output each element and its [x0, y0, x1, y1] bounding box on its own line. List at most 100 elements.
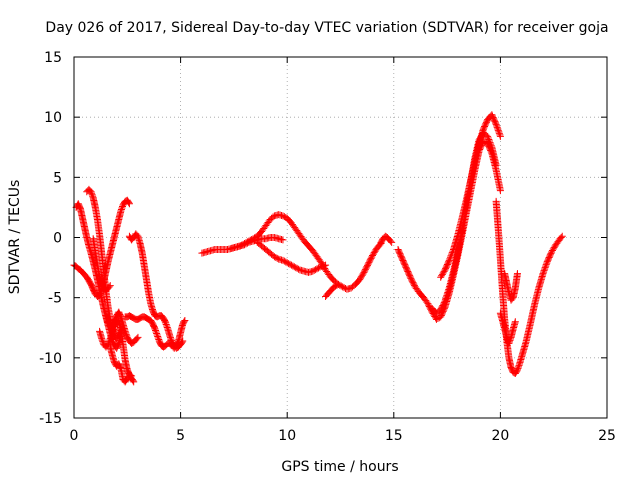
series-arc-d: [102, 308, 142, 347]
data-point: [105, 339, 113, 347]
data-point: [514, 364, 522, 372]
y-tick-label: 15: [44, 50, 62, 66]
data-point: [449, 247, 457, 255]
plot-frame: [73, 56, 608, 419]
data-point: [107, 333, 115, 341]
data-point: [279, 212, 287, 220]
data-point: [105, 338, 113, 346]
data-point: [410, 281, 418, 289]
data-point: [495, 129, 503, 137]
data-point: [106, 336, 114, 344]
data-point: [358, 271, 366, 279]
data-point: [513, 270, 521, 278]
data-point: [279, 256, 287, 264]
data-point: [337, 282, 345, 290]
data-point: [505, 339, 513, 347]
data-point: [122, 329, 130, 337]
data-point: [485, 136, 493, 144]
series-arc-l: [253, 238, 330, 276]
data-point: [548, 248, 556, 256]
y-tick-label: 10: [44, 110, 62, 126]
data-point: [309, 267, 317, 275]
data-point: [542, 261, 550, 269]
data-points: [70, 111, 566, 386]
data-point: [515, 363, 523, 371]
data-point: [98, 335, 106, 343]
data-point: [557, 234, 565, 241]
data-point: [166, 332, 174, 340]
data-point: [162, 320, 170, 328]
data-point: [89, 192, 97, 200]
data-point: [445, 256, 453, 264]
data-point: [492, 161, 500, 169]
data-point: [330, 283, 338, 291]
data-point: [368, 253, 376, 261]
data-point: [484, 132, 492, 140]
y-tick-label: 0: [53, 231, 62, 247]
y-tick-label: -15: [39, 411, 62, 427]
data-point: [356, 276, 364, 284]
data-point: [541, 265, 549, 273]
series-arc-i: [89, 235, 114, 294]
data-point: [167, 335, 175, 343]
data-point: [357, 273, 365, 281]
data-point: [283, 259, 291, 267]
data-point: [88, 189, 96, 197]
data-point: [162, 319, 170, 327]
data-point: [515, 361, 523, 369]
data-point: [494, 126, 502, 134]
x-tick-label: 0: [70, 428, 79, 444]
data-point: [109, 326, 117, 334]
data-point: [117, 207, 125, 215]
data-point: [549, 245, 557, 253]
data-point: [340, 284, 348, 292]
data-point: [88, 191, 96, 199]
data-point: [540, 267, 548, 275]
data-point: [273, 254, 281, 262]
data-point: [496, 132, 504, 140]
data-point: [246, 236, 254, 244]
data-point: [548, 246, 556, 254]
data-point: [539, 270, 547, 278]
series-arc-m: [322, 240, 385, 300]
data-point: [371, 247, 379, 255]
data-point: [239, 240, 247, 248]
data-point: [493, 122, 501, 130]
series-arc-q: [437, 111, 504, 281]
data-point: [448, 250, 456, 258]
data-point: [438, 272, 446, 280]
data-point: [99, 338, 107, 346]
data-point: [507, 335, 515, 343]
data-point: [179, 337, 187, 345]
data-point: [286, 260, 294, 268]
data-point: [339, 283, 347, 291]
data-point: [238, 241, 246, 249]
data-point: [448, 249, 456, 257]
series-arc-r: [492, 197, 566, 377]
data-point: [121, 327, 129, 335]
data-point: [494, 125, 502, 133]
data-point: [310, 266, 318, 274]
data-point: [446, 255, 454, 263]
data-point: [368, 252, 376, 260]
y-tick-label: 5: [53, 170, 62, 186]
y-tick-label: -5: [48, 291, 62, 307]
data-point: [369, 250, 377, 258]
data-point: [105, 283, 113, 291]
data-point: [492, 119, 500, 127]
data-point: [316, 263, 324, 271]
data-point: [387, 237, 395, 245]
data-point: [251, 234, 259, 242]
data-point: [295, 265, 303, 273]
data-point: [445, 258, 453, 266]
data-point: [312, 266, 320, 274]
data-point: [492, 120, 500, 128]
data-point: [152, 326, 160, 334]
data-point: [180, 318, 188, 326]
data-point: [505, 338, 513, 346]
data-point: [163, 322, 171, 330]
data-point: [540, 268, 548, 276]
data-point: [314, 264, 322, 272]
data-point: [107, 332, 115, 340]
